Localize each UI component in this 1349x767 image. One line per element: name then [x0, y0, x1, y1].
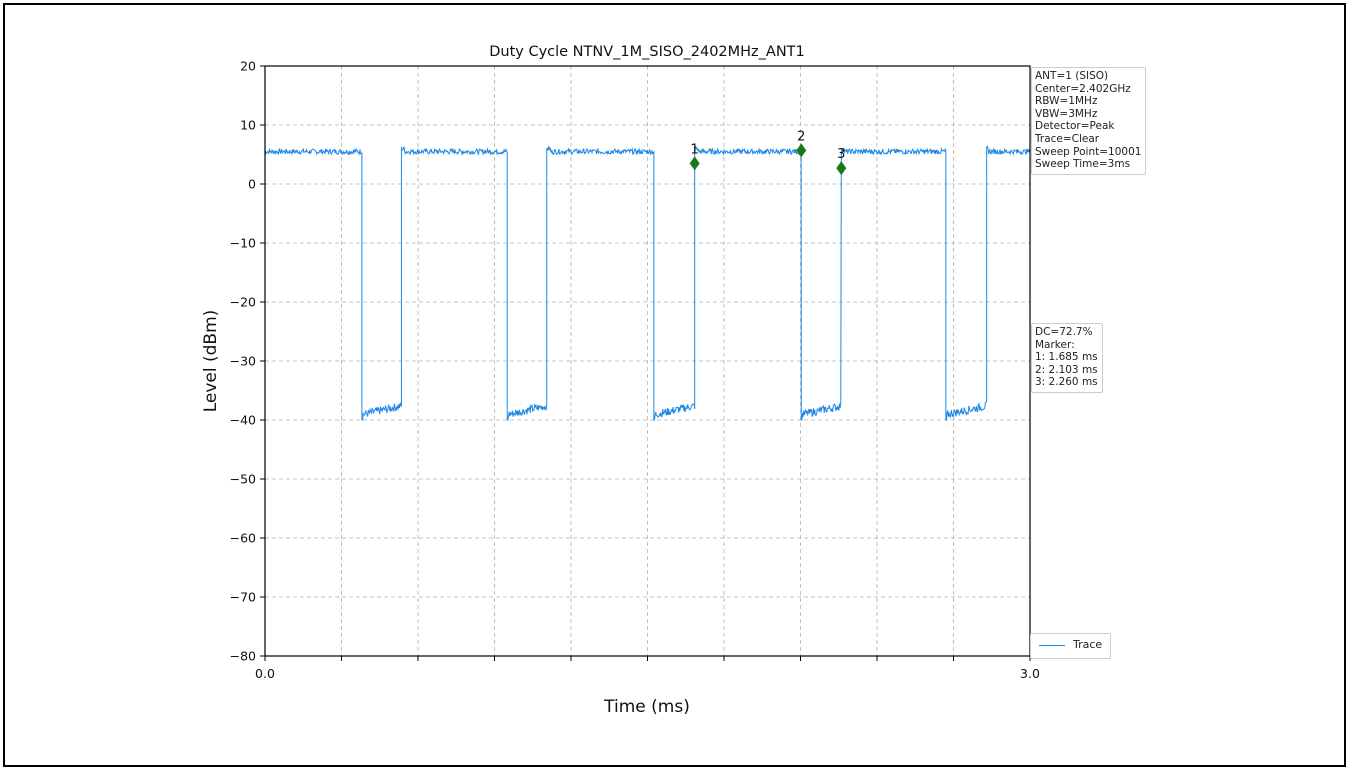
result-line: 2: 2.103 ms — [1035, 363, 1098, 376]
marker-label: 2 — [797, 129, 805, 144]
y-tick-label: −70 — [230, 590, 256, 605]
legend-label: Trace — [1073, 638, 1103, 651]
x-axis-label: Time (ms) — [603, 697, 690, 717]
settings-line: Center=2.402GHz — [1035, 82, 1131, 95]
y-tick-label: −20 — [230, 295, 256, 310]
y-axis-label: Level (dBm) — [201, 310, 221, 413]
y-tick-label: 0 — [248, 177, 256, 192]
chart-title: Duty Cycle NTNV_1M_SISO_2402MHz_ANT1 — [489, 44, 805, 60]
result-line: 1: 1.685 ms — [1035, 351, 1098, 364]
result-line: DC=72.7% — [1035, 326, 1093, 338]
marker-label: 3 — [837, 147, 845, 162]
grid-lines — [265, 66, 1030, 656]
chart-legend: Trace — [1030, 633, 1111, 659]
settings-line: RBW=1MHz — [1035, 95, 1098, 108]
y-tick-label: −10 — [230, 236, 256, 251]
marker-layer: 1 2 3 — [689, 129, 847, 176]
y-tick-label: −60 — [230, 531, 256, 546]
marker-label: 1 — [691, 142, 699, 157]
settings-line: Sweep Time=3ms — [1035, 158, 1131, 171]
x-tick-label: 3.0 — [1020, 666, 1040, 681]
settings-info-box: ANT=1 (SISO) Center=2.402GHz RBW=1MHz VB… — [1031, 67, 1147, 175]
axis-layer: 0.0 3.0 20 10 0 −10 −20 −30 −40 −50 −60 −70 −80 — [230, 59, 1040, 682]
settings-line: VBW=3MHz — [1035, 107, 1098, 120]
settings-line: Sweep Point=10001 — [1035, 145, 1142, 158]
x-tick-label: 0.0 — [255, 666, 275, 681]
y-tick-label: −30 — [230, 354, 256, 369]
result-line: Marker: — [1035, 338, 1075, 351]
marker-diamond — [836, 161, 847, 176]
y-tick-label: −50 — [230, 472, 256, 487]
trace-series — [264, 145, 1031, 421]
y-tick-label: −40 — [230, 413, 256, 428]
marker-diamond — [689, 156, 700, 171]
settings-line: ANT=1 (SISO) — [1035, 70, 1109, 82]
trace-line — [264, 145, 1031, 421]
legend-line-swatch — [1039, 645, 1065, 646]
result-line: 3: 2.260 ms — [1035, 376, 1098, 389]
settings-line: Trace=Clear — [1035, 132, 1100, 145]
y-tick-label: 10 — [240, 118, 256, 133]
settings-line: Detector=Peak — [1035, 120, 1115, 133]
y-tick-label: 20 — [240, 59, 256, 74]
y-tick-label: −80 — [230, 649, 256, 664]
marker-diamond — [796, 143, 807, 158]
duty-cycle-result-box: DC=72.7% Marker: 1: 1.685 ms 2: 2.103 ms… — [1031, 323, 1103, 393]
